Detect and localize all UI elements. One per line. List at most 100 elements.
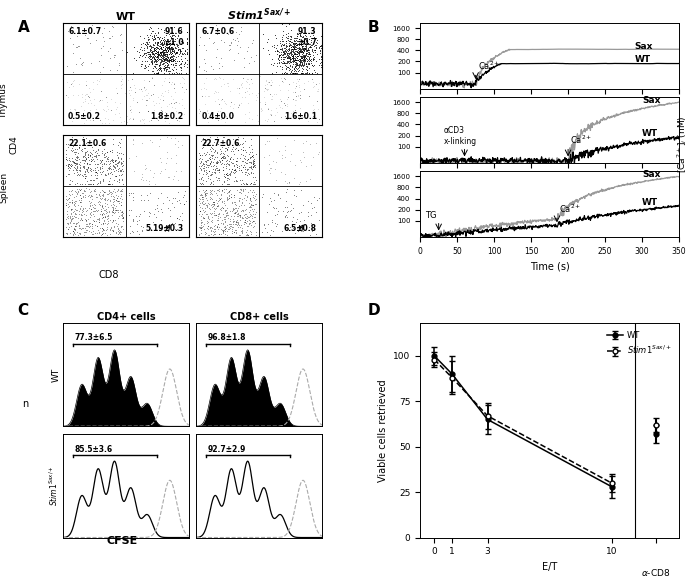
Point	[64, 228, 76, 238]
Point	[277, 56, 288, 65]
Point	[98, 224, 109, 234]
Point	[223, 157, 235, 166]
Point	[82, 166, 93, 176]
Point	[128, 54, 139, 63]
Point	[213, 210, 224, 219]
Point	[165, 60, 176, 69]
Point	[157, 38, 168, 47]
Point	[113, 154, 124, 163]
Point	[150, 34, 161, 43]
Point	[276, 62, 288, 72]
Point	[174, 45, 186, 54]
Text: 91.6
±1.0: 91.6 ±1.0	[164, 27, 183, 47]
Point	[222, 78, 233, 87]
Point	[69, 180, 80, 189]
Point	[300, 54, 312, 63]
Point	[194, 149, 205, 158]
Point	[78, 105, 90, 114]
Point	[116, 72, 127, 81]
Point	[293, 81, 304, 90]
Point	[290, 40, 302, 49]
Point	[61, 214, 72, 223]
Text: A: A	[18, 20, 29, 35]
Point	[195, 151, 206, 160]
Point	[250, 90, 261, 99]
Point	[291, 75, 302, 84]
Point	[234, 215, 245, 224]
Point	[280, 43, 291, 53]
Point	[223, 82, 234, 91]
Point	[194, 62, 205, 72]
Point	[248, 35, 259, 45]
Point	[171, 150, 182, 159]
Point	[299, 52, 310, 61]
Point	[281, 59, 293, 68]
Point	[66, 161, 78, 170]
Point	[76, 144, 88, 153]
Point	[293, 55, 304, 64]
Point	[142, 42, 153, 51]
Point	[202, 221, 214, 231]
Point	[307, 40, 318, 50]
Point	[273, 52, 284, 61]
Point	[204, 91, 215, 101]
Point	[90, 151, 101, 161]
Point	[300, 45, 312, 54]
Point	[289, 101, 300, 110]
Point	[286, 47, 297, 56]
Point	[84, 151, 95, 161]
Point	[88, 203, 99, 213]
Point	[308, 202, 319, 212]
Point	[84, 202, 95, 211]
Point	[94, 217, 105, 227]
Point	[298, 45, 309, 54]
Point	[242, 231, 253, 240]
Point	[140, 61, 151, 70]
Point	[231, 83, 242, 92]
Point	[221, 193, 232, 202]
Point	[310, 80, 321, 89]
Point	[71, 218, 82, 227]
Point	[77, 90, 88, 99]
Point	[172, 214, 183, 223]
Point	[295, 224, 306, 234]
Point	[288, 51, 299, 60]
Point	[141, 91, 152, 100]
Point	[78, 186, 89, 195]
Point	[292, 63, 303, 72]
Point	[261, 227, 272, 236]
Point	[280, 46, 291, 55]
Point	[220, 225, 231, 234]
Point	[284, 42, 295, 51]
Point	[94, 56, 105, 65]
Point	[110, 205, 121, 214]
Point	[300, 58, 312, 68]
Point	[251, 96, 262, 105]
Point	[79, 151, 90, 160]
Point	[209, 137, 220, 146]
Point	[137, 176, 148, 185]
Point	[304, 60, 315, 69]
Point	[174, 49, 186, 58]
Point	[223, 40, 235, 49]
Point	[155, 47, 166, 57]
Point	[62, 77, 73, 87]
Point	[284, 80, 295, 89]
Point	[202, 91, 214, 101]
Point	[76, 146, 87, 155]
Point	[160, 37, 172, 46]
Point	[302, 39, 314, 48]
Point	[97, 228, 108, 238]
Point	[285, 54, 296, 64]
Point	[114, 113, 125, 122]
Point	[209, 112, 220, 121]
Point	[240, 213, 251, 223]
Point	[202, 230, 214, 239]
Point	[68, 105, 79, 114]
Point	[247, 164, 258, 173]
Point	[162, 48, 173, 57]
Point	[94, 163, 106, 172]
Point	[208, 202, 219, 211]
Point	[79, 231, 90, 240]
Point	[201, 185, 212, 194]
